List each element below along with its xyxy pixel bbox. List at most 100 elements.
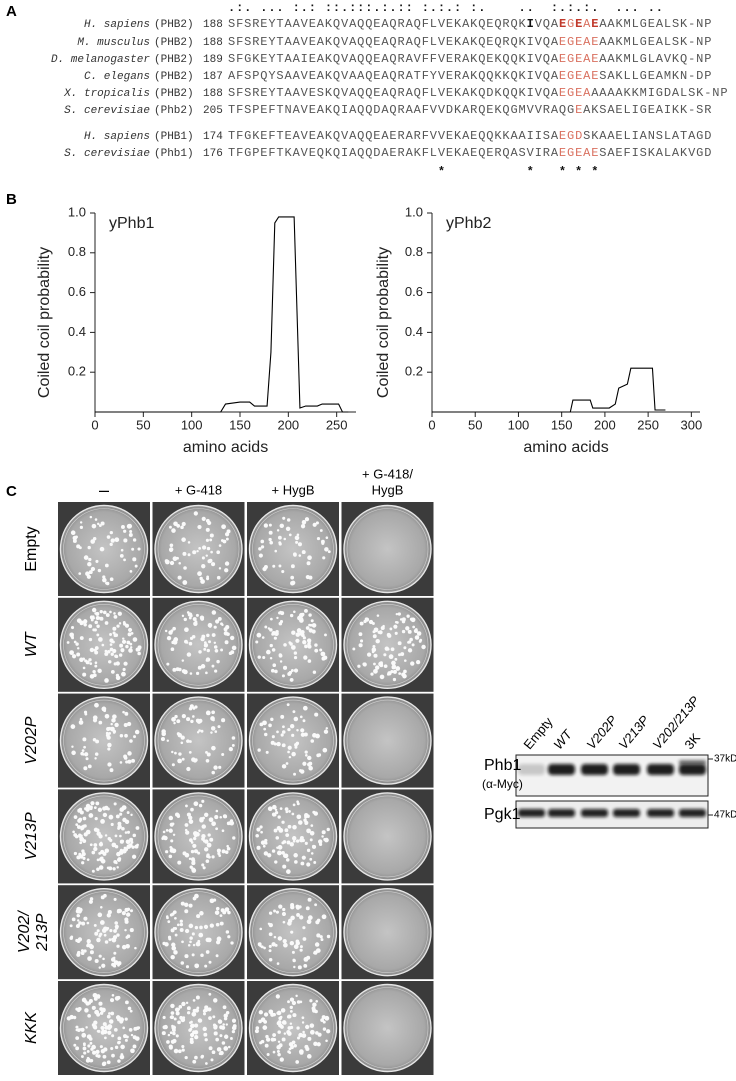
colony xyxy=(192,1008,197,1013)
colony xyxy=(113,614,118,619)
colony xyxy=(214,815,219,820)
colony xyxy=(307,1036,312,1041)
colony xyxy=(322,747,328,753)
colony xyxy=(205,538,209,542)
colony xyxy=(292,958,296,962)
colony xyxy=(317,753,322,757)
colony xyxy=(277,1040,281,1044)
row-label-line: V202P xyxy=(23,716,40,764)
colony xyxy=(121,911,126,916)
colony xyxy=(295,741,300,746)
colony xyxy=(191,953,195,957)
colony xyxy=(171,717,176,722)
column-header: HygB xyxy=(372,482,404,497)
colony xyxy=(184,823,189,827)
colony xyxy=(94,752,99,756)
colony xyxy=(78,572,82,575)
colony xyxy=(271,812,277,817)
colony xyxy=(169,543,174,548)
colony xyxy=(96,867,100,871)
colony xyxy=(127,759,132,764)
colony xyxy=(171,1028,176,1033)
colony xyxy=(263,1012,269,1017)
colony xyxy=(302,761,307,766)
y-tick-label: 1.0 xyxy=(405,204,423,219)
colony xyxy=(110,722,113,726)
colony xyxy=(314,1009,318,1014)
colony xyxy=(88,658,92,662)
colony xyxy=(208,558,213,563)
colony xyxy=(290,613,294,618)
colony xyxy=(201,556,205,560)
colony xyxy=(174,927,178,931)
sequence: SFSREYTAAVESKQVAQQEAQRAQFLVEKAKQDKQQKIVQ… xyxy=(228,86,728,100)
colony xyxy=(276,826,281,831)
colony xyxy=(271,632,275,636)
plate xyxy=(58,502,150,596)
colony xyxy=(111,1034,115,1038)
band xyxy=(518,809,545,817)
colony xyxy=(99,1011,104,1015)
colony xyxy=(195,941,201,947)
colony xyxy=(129,928,134,933)
colony xyxy=(110,669,115,674)
colony xyxy=(203,641,207,645)
colony xyxy=(283,537,287,541)
colony xyxy=(104,713,110,719)
colony xyxy=(90,539,96,544)
colony xyxy=(124,819,130,825)
colony xyxy=(105,731,109,735)
colony xyxy=(295,904,300,909)
colony xyxy=(168,828,173,833)
colony xyxy=(80,949,84,952)
colony xyxy=(118,622,122,625)
colony xyxy=(99,920,105,925)
colony xyxy=(117,824,122,830)
colony xyxy=(303,963,308,968)
colony xyxy=(272,804,277,810)
colony xyxy=(122,667,126,672)
colony xyxy=(279,807,283,810)
colony xyxy=(326,934,331,939)
colony xyxy=(199,911,204,916)
colony xyxy=(78,852,82,856)
colony xyxy=(399,618,403,621)
colony xyxy=(307,897,312,902)
colony xyxy=(134,946,137,950)
colony xyxy=(193,1023,199,1028)
colony xyxy=(71,917,76,922)
colony xyxy=(206,854,210,858)
colony xyxy=(125,912,131,917)
colony xyxy=(191,932,195,936)
colony xyxy=(282,864,287,869)
colony xyxy=(92,628,96,632)
colony xyxy=(323,729,329,734)
colony xyxy=(184,954,189,959)
residues: E xyxy=(575,103,583,117)
plate xyxy=(341,693,434,788)
colony xyxy=(290,903,295,908)
colony xyxy=(95,801,100,806)
colony xyxy=(112,631,116,635)
colony xyxy=(96,937,101,943)
colony xyxy=(280,733,284,737)
colony xyxy=(304,750,308,754)
colony xyxy=(128,648,133,653)
colony xyxy=(113,802,117,806)
colony xyxy=(114,834,118,838)
colony xyxy=(287,1031,292,1036)
colony xyxy=(414,628,418,631)
colony xyxy=(195,718,200,723)
colony xyxy=(273,636,277,640)
colony xyxy=(123,661,128,666)
colony xyxy=(273,828,278,833)
colony xyxy=(96,1029,100,1033)
colony xyxy=(83,745,86,749)
colony xyxy=(221,829,225,833)
colony xyxy=(289,1005,293,1010)
colony xyxy=(369,619,373,624)
colony xyxy=(313,950,318,955)
row-label: V202P xyxy=(23,716,40,764)
colony xyxy=(193,511,198,516)
colony xyxy=(123,529,127,533)
